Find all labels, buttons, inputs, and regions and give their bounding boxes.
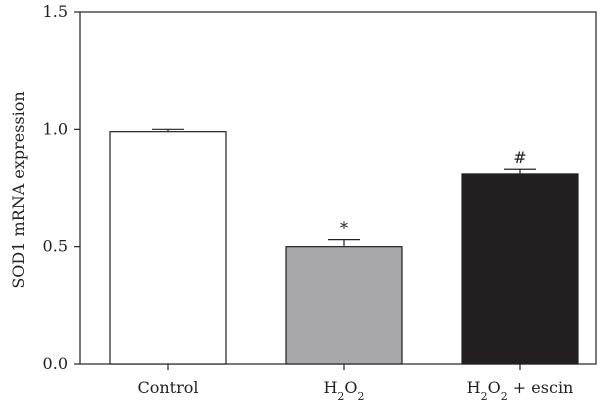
significance-label: * — [340, 219, 348, 238]
y-tick-label: 1.0 — [43, 119, 68, 138]
bar — [109, 131, 227, 365]
category-label: H2O2 + escin — [467, 378, 574, 403]
category-label: H2O2 — [323, 378, 364, 403]
y-tick-label: 0.0 — [43, 354, 68, 373]
bars — [109, 128, 579, 365]
category-label: Control — [137, 378, 198, 397]
significance-label: # — [513, 148, 526, 167]
bar — [285, 246, 403, 365]
y-tick-label: 0.5 — [43, 237, 68, 256]
labels: Control * H2O2 # H2O2 + escin — [137, 148, 573, 402]
y-axis-title: SOD1 mRNA expression — [9, 91, 28, 288]
y-tick-label: 1.5 — [43, 2, 68, 21]
bar — [461, 173, 579, 365]
